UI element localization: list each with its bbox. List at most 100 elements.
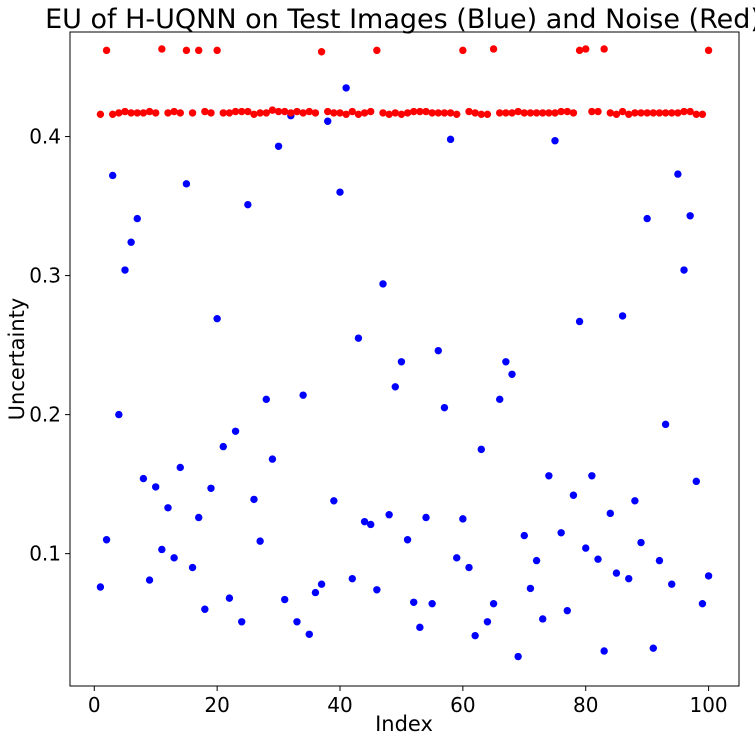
data-point xyxy=(182,46,191,55)
data-point xyxy=(612,569,621,577)
data-point xyxy=(698,110,707,119)
data-point xyxy=(551,137,559,145)
data-point xyxy=(526,584,535,593)
data-point xyxy=(637,538,645,547)
data-point xyxy=(299,391,307,399)
data-point xyxy=(133,109,141,117)
x-axis-ticks: 0 20 40 60 80 100 xyxy=(88,686,728,717)
data-point xyxy=(268,106,277,114)
data-point xyxy=(483,618,492,626)
data-point xyxy=(416,107,424,116)
data-point xyxy=(686,212,694,220)
data-point xyxy=(360,109,369,117)
data-point xyxy=(115,410,123,419)
data-point xyxy=(219,442,227,451)
y-tick-label: 0.1 xyxy=(29,542,61,566)
data-point xyxy=(238,618,246,626)
data-point xyxy=(244,107,252,116)
data-point xyxy=(195,513,203,522)
data-point xyxy=(225,109,234,117)
data-point xyxy=(526,109,535,117)
data-point xyxy=(606,509,614,518)
data-point xyxy=(225,594,234,602)
data-point xyxy=(600,45,608,53)
data-point xyxy=(127,109,135,117)
data-point xyxy=(231,427,240,435)
data-point xyxy=(397,110,406,119)
data-point xyxy=(661,109,670,117)
data-point xyxy=(96,110,105,119)
data-point xyxy=(680,107,688,116)
data-point xyxy=(618,107,627,116)
data-point xyxy=(471,631,479,640)
chart-title: EU of H-UQNN on Test Images (Blue) and N… xyxy=(45,4,755,35)
x-tick-label: 40 xyxy=(327,693,352,717)
data-point xyxy=(170,107,178,116)
data-point xyxy=(625,110,633,119)
data-point xyxy=(686,107,694,116)
data-point xyxy=(213,314,221,323)
data-point xyxy=(532,109,541,117)
data-point xyxy=(299,109,307,117)
data-point xyxy=(403,536,412,544)
data-point xyxy=(465,563,473,572)
data-point xyxy=(594,555,602,563)
data-point xyxy=(668,580,676,588)
data-point xyxy=(164,109,172,117)
data-point xyxy=(557,107,565,116)
data-point xyxy=(643,214,651,223)
data-point xyxy=(545,472,553,480)
data-point xyxy=(256,109,264,117)
data-point xyxy=(520,531,528,540)
series-0 xyxy=(96,84,713,661)
data-point xyxy=(158,545,166,554)
data-point xyxy=(354,110,363,119)
data-point xyxy=(121,266,129,274)
data-point xyxy=(569,109,578,117)
data-point xyxy=(582,544,590,552)
data-point xyxy=(588,472,596,480)
data-point xyxy=(176,109,184,117)
data-point xyxy=(539,615,547,623)
data-point xyxy=(354,334,363,342)
data-point xyxy=(231,107,240,116)
data-point xyxy=(250,495,258,504)
y-tick-label: 0.2 xyxy=(29,403,61,427)
data-point xyxy=(342,110,350,119)
data-point xyxy=(397,358,406,366)
data-point xyxy=(403,109,412,117)
y-tick-label: 0.3 xyxy=(29,264,61,288)
data-point xyxy=(545,109,553,117)
x-tick-label: 0 xyxy=(88,693,101,717)
data-point xyxy=(207,109,215,117)
data-point xyxy=(631,109,639,117)
data-point xyxy=(281,107,289,116)
data-point xyxy=(164,504,172,512)
data-point xyxy=(274,142,283,150)
series-1 xyxy=(96,45,713,119)
data-point xyxy=(446,135,455,144)
data-point xyxy=(661,420,670,429)
data-point xyxy=(213,46,221,55)
data-point xyxy=(139,109,148,117)
data-point xyxy=(557,529,565,537)
data-point xyxy=(434,346,442,355)
x-tick-label: 100 xyxy=(689,693,727,717)
data-point xyxy=(459,46,467,55)
data-point xyxy=(151,109,160,117)
data-point xyxy=(317,48,326,56)
data-point xyxy=(440,109,449,117)
data-point xyxy=(121,107,129,116)
data-point xyxy=(324,107,332,116)
data-point xyxy=(391,383,399,391)
data-point xyxy=(330,109,338,117)
data-point xyxy=(219,109,227,117)
data-point xyxy=(201,107,209,116)
data-point xyxy=(201,605,209,613)
data-point xyxy=(508,370,516,378)
data-point xyxy=(649,109,658,117)
data-point xyxy=(594,107,602,116)
y-tick-label: 0.4 xyxy=(29,125,61,149)
data-point xyxy=(293,618,301,626)
